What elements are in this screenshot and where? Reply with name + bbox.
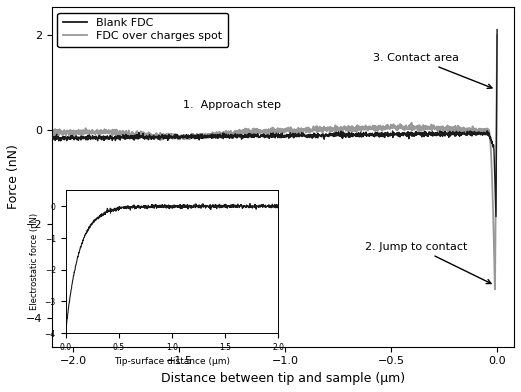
Text: 1.  Approach step: 1. Approach step xyxy=(183,100,281,110)
Legend: Blank FDC, FDC over charges spot: Blank FDC, FDC over charges spot xyxy=(57,13,228,47)
Y-axis label: Force (nN): Force (nN) xyxy=(7,144,20,209)
Text: 3. Contact area: 3. Contact area xyxy=(374,53,492,88)
Text: 2. Jump to contact: 2. Jump to contact xyxy=(365,242,491,283)
X-axis label: Distance between tip and sample (μm): Distance between tip and sample (μm) xyxy=(161,372,405,385)
